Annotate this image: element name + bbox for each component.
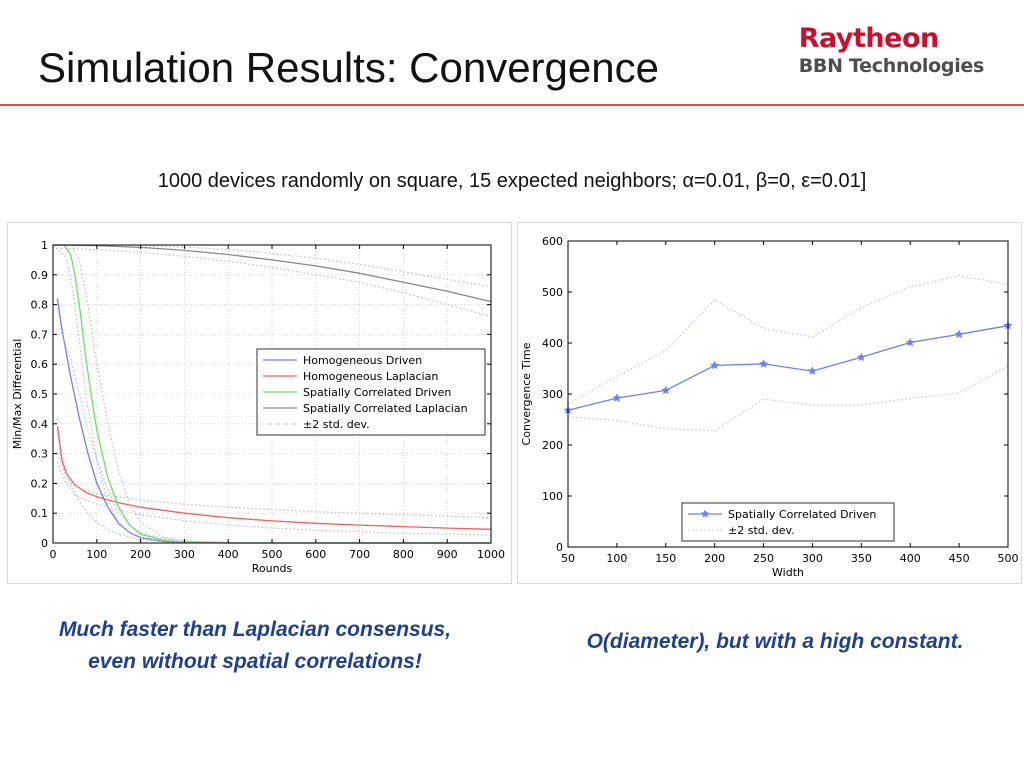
caption-left: Much faster than Laplacian consensus, ev…: [20, 614, 490, 678]
right-chart-x-tick-label-2: 150: [655, 552, 676, 565]
left-chart-x-tick-label-10: 1000: [477, 548, 505, 561]
right-chart-y-axis-label: Convergence Time: [520, 342, 533, 445]
left-chart-series-line-1: [56, 426, 492, 530]
right-chart-legend-label-1: ±2 std. dev.: [728, 524, 795, 537]
left-chart-y-tick-label-1: 0.1: [31, 507, 49, 520]
right-chart-series-line-0: [567, 325, 1009, 411]
left-chart-y-tick-label-3: 0.3: [31, 448, 49, 461]
right-chart-x-tick-label-0: 50: [561, 552, 575, 565]
slide-title: Simulation Results: Convergence: [38, 44, 659, 91]
right-chart-series-0-point-3: [710, 360, 720, 370]
right-chart-x-tick-label-8: 450: [949, 552, 970, 565]
right-chart-y-tick-label-0: 0: [556, 541, 563, 554]
left-chart-y-tick-label-9: 0.9: [31, 269, 49, 282]
left-chart-y-tick-label-4: 0.4: [31, 418, 49, 431]
right-chart-x-tick-label-6: 350: [851, 552, 872, 565]
left-chart-series-line-3: [52, 244, 492, 303]
right-chart-legend-marker-0: [700, 509, 710, 518]
right-chart-legend-box: [681, 502, 895, 542]
right-chart-x-axis-label: Width: [772, 566, 804, 579]
caption-right: O(diameter), but with a high constant.: [586, 630, 964, 653]
right-chart-x-tick-label-1: 100: [606, 552, 627, 565]
left-chart-series-line-8: [56, 453, 492, 519]
right-chart-series-0-point-1: [612, 393, 622, 403]
left-chart-series-line-2: [53, 244, 491, 544]
right-chart-x-tick-label-3: 200: [704, 552, 725, 565]
left-chart-y-tick-label-2: 0.2: [31, 477, 49, 490]
left-chart-series-line-6: [56, 304, 229, 543]
left-chart-legend-label-2: Spatially Correlated Driven: [303, 386, 451, 399]
left-chart-x-axis-label: Rounds: [252, 562, 293, 575]
right-chart-x-tick-label-7: 400: [900, 552, 921, 565]
right-chart-y-tick-label-4: 400: [542, 337, 563, 350]
left-chart-x-tick-label-1: 100: [86, 548, 107, 561]
title-rule: [0, 104, 1024, 106]
left-chart-legend-label-1: Homogeneous Laplacian: [303, 370, 438, 383]
left-chart-legend-label-3: Spatially Correlated Laplacian: [303, 402, 468, 415]
chart-panel-convergence-time: 50 100 150 200 250 300 350 400 450 500 0 100 200 300 4…: [517, 222, 1022, 584]
right-chart-x-tick-label-4: 250: [753, 552, 774, 565]
left-chart-legend-label-0: Homogeneous Driven: [303, 354, 422, 367]
right-chart-series-0-point-4: [758, 359, 769, 368]
left-chart-y-tick-label-7: 0.7: [31, 328, 49, 341]
chart-min-max-differential: 0 100 200 300 400 500 600 700 800 900 1000 0 0.1 0.2 0…: [11, 239, 505, 575]
left-chart-y-tick-label-8: 0.8: [31, 299, 49, 312]
left-chart-y-axis-label: Min/Max Differential: [11, 339, 24, 450]
right-chart-series-line-2: [567, 365, 1009, 432]
right-chart-plot-frame: [567, 240, 1009, 548]
left-chart-x-tick-label-2: 200: [130, 548, 151, 561]
caption-left-line1: Much faster than Laplacian consensus,: [58, 618, 452, 641]
left-chart-series-line-9: [56, 462, 492, 536]
left-chart-series-line-5: [52, 247, 492, 318]
left-chart-x-tick-label-5: 500: [262, 548, 283, 561]
right-chart-y-tick-label-2: 200: [542, 439, 563, 452]
left-chart-series-line-11: [52, 244, 185, 544]
left-chart-y-tick-label-10: 1: [41, 239, 48, 252]
right-chart-legend-label-0: Spatially Correlated Driven: [728, 508, 876, 521]
left-chart-x-tick-label-7: 700: [349, 548, 370, 561]
right-chart-series-0-point-7: [905, 337, 915, 347]
right-chart-series-line-1: [567, 275, 1009, 405]
right-chart-series-0-point-8: [954, 329, 964, 339]
left-chart-x-tick-label-0: 0: [50, 548, 57, 561]
left-chart-x-tick-label-9: 900: [437, 548, 458, 561]
left-chart-x-tick-label-8: 800: [393, 548, 414, 561]
right-chart-y-tick-label-6: 600: [542, 235, 563, 248]
left-chart-legend-label-4: ±2 std. dev.: [303, 418, 370, 431]
left-chart-x-tick-label-6: 600: [305, 548, 326, 561]
company-logo: Raytheon BBN Technologies: [798, 23, 985, 78]
left-chart-y-tick-label-5: 0.5: [31, 388, 49, 401]
left-chart-y-tick-label-6: 0.6: [31, 358, 49, 371]
right-chart-y-tick-label-1: 100: [542, 490, 563, 503]
left-chart-series-line-7: [56, 417, 185, 544]
left-chart-y-tick-label-0: 0: [41, 537, 48, 550]
right-chart-y-tick-label-5: 500: [542, 286, 563, 299]
left-chart-x-tick-label-3: 300: [174, 548, 195, 561]
slide-subtitle: 1000 devices randomly on square, 15 expe…: [157, 170, 867, 192]
right-chart-y-tick-label-3: 300: [542, 388, 563, 401]
chart-panel-min-max-differential: 0 100 200 300 400 500 600 700 800 900 1000 0 0.1 0.2 0…: [7, 222, 512, 584]
logo-raytheon-text: Raytheon: [798, 23, 940, 54]
left-chart-x-tick-label-4: 400: [218, 548, 239, 561]
right-chart-series-0-point-6: [856, 352, 866, 362]
right-chart-x-tick-label-9: 500: [998, 552, 1019, 565]
logo-bbn-text: BBN Technologies: [798, 55, 985, 77]
chart-convergence-time: 50 100 150 200 250 300 350 400 450 500 0 100 200 300 4…: [520, 235, 1019, 579]
right-chart-x-tick-label-5: 300: [802, 552, 823, 565]
right-chart-series-0-point-5: [807, 366, 818, 375]
right-chart-series-0-point-2: [661, 385, 671, 395]
caption-left-line2: even without spatial correlations!: [88, 650, 422, 673]
